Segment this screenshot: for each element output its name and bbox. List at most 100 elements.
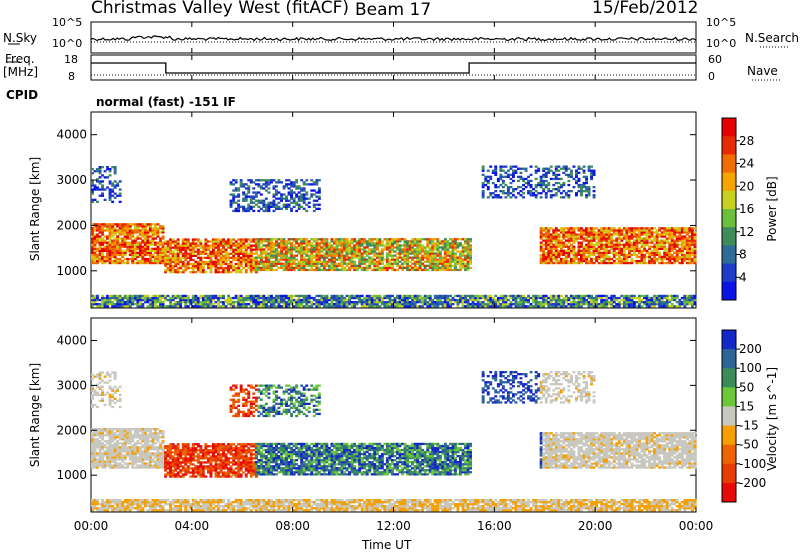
power-cell (136, 229, 140, 232)
velocity-cell (111, 438, 115, 441)
power-cell (388, 244, 392, 247)
power-cell (239, 269, 243, 272)
velocity-cell (398, 457, 402, 460)
power-cell (141, 255, 145, 259)
power-cell (554, 231, 558, 234)
power-cell (375, 268, 379, 272)
power-cell (98, 243, 102, 246)
velocity-cell (408, 469, 412, 472)
power-cell (398, 252, 402, 255)
power-cell (582, 239, 586, 242)
velocity-cell (421, 469, 425, 472)
velocity-cell (207, 465, 210, 468)
power-cell (219, 264, 223, 268)
power-cell (423, 256, 427, 259)
velocity-cell (264, 465, 268, 468)
velocity-cell (123, 456, 127, 459)
velocity-cell (375, 469, 379, 472)
velocity-cell (345, 461, 349, 464)
velocity-cell (428, 469, 432, 472)
power-cell (385, 242, 389, 245)
power-cell (285, 252, 288, 255)
velocity-cell (242, 465, 246, 468)
power-cell (181, 242, 185, 245)
velocity-cell (469, 457, 472, 460)
velocity-cell (196, 467, 200, 470)
velocity-cell (118, 428, 122, 431)
power-cell (443, 238, 447, 241)
power-cell (423, 264, 427, 267)
velocity-cell (343, 463, 346, 466)
velocity-cell (315, 467, 319, 470)
velocity-cell (96, 440, 99, 443)
velocity-cell (358, 452, 362, 456)
velocity-cell (186, 447, 190, 450)
velocity-cell (375, 461, 379, 464)
power-cell (242, 238, 246, 241)
power-cell (159, 231, 162, 234)
power-cell (302, 264, 306, 267)
power-cell (166, 256, 170, 259)
power-cell (360, 268, 364, 272)
power-cell (464, 258, 467, 261)
velocity-cell (237, 465, 241, 468)
power-cell (176, 271, 180, 274)
power-cell (615, 247, 619, 250)
velocity-cell (436, 469, 440, 472)
power-cell (249, 250, 253, 253)
power-cell (292, 246, 296, 249)
velocity-cell (270, 461, 273, 464)
power-cell (564, 257, 568, 261)
velocity-cell (388, 450, 392, 454)
velocity-cell (305, 469, 309, 472)
velocity-cell (267, 463, 271, 466)
power-cell (159, 241, 162, 244)
velocity-cell (413, 457, 417, 460)
velocity-cell (159, 452, 162, 455)
power-cell (638, 241, 641, 244)
power-cell (101, 251, 104, 254)
power-cell (275, 240, 278, 243)
velocity-cell (239, 473, 243, 476)
velocity-cell (244, 469, 248, 472)
power-cell (310, 242, 314, 245)
power-cell (204, 262, 208, 266)
velocity-cell (443, 459, 447, 462)
power-cell (229, 244, 233, 247)
power-cell (191, 240, 195, 243)
power-cell (378, 258, 382, 261)
velocity-cell (239, 443, 243, 446)
power-cell (98, 259, 102, 263)
power-cell (287, 256, 291, 259)
power-cell (292, 268, 296, 272)
velocity-cell (151, 434, 155, 437)
power-cell (552, 253, 556, 257)
velocity-cell (219, 457, 223, 460)
power-cell (544, 237, 548, 240)
velocity-cell (391, 469, 394, 472)
power-cell (108, 241, 112, 244)
power-cell (280, 266, 283, 269)
power-cell (602, 259, 606, 263)
velocity-cell (360, 448, 364, 452)
velocity-cell (204, 449, 208, 452)
velocity-cell (383, 473, 387, 476)
velocity-cell (348, 457, 351, 460)
velocity-cell (373, 442, 377, 446)
velocity-cell (136, 452, 140, 455)
power-cell (275, 250, 278, 253)
velocity-cell (184, 457, 188, 460)
velocity-cell (247, 449, 251, 452)
power-cell (103, 245, 107, 248)
velocity-cell (396, 461, 399, 464)
velocity-cell (315, 452, 319, 456)
power-cell (161, 261, 165, 265)
power-cell (343, 262, 346, 265)
power-cell (360, 262, 364, 265)
power-cell (259, 268, 263, 272)
velocity-cell (385, 469, 389, 472)
velocity-cell (322, 450, 326, 454)
power-cell (164, 240, 167, 243)
velocity-cell (96, 434, 99, 437)
